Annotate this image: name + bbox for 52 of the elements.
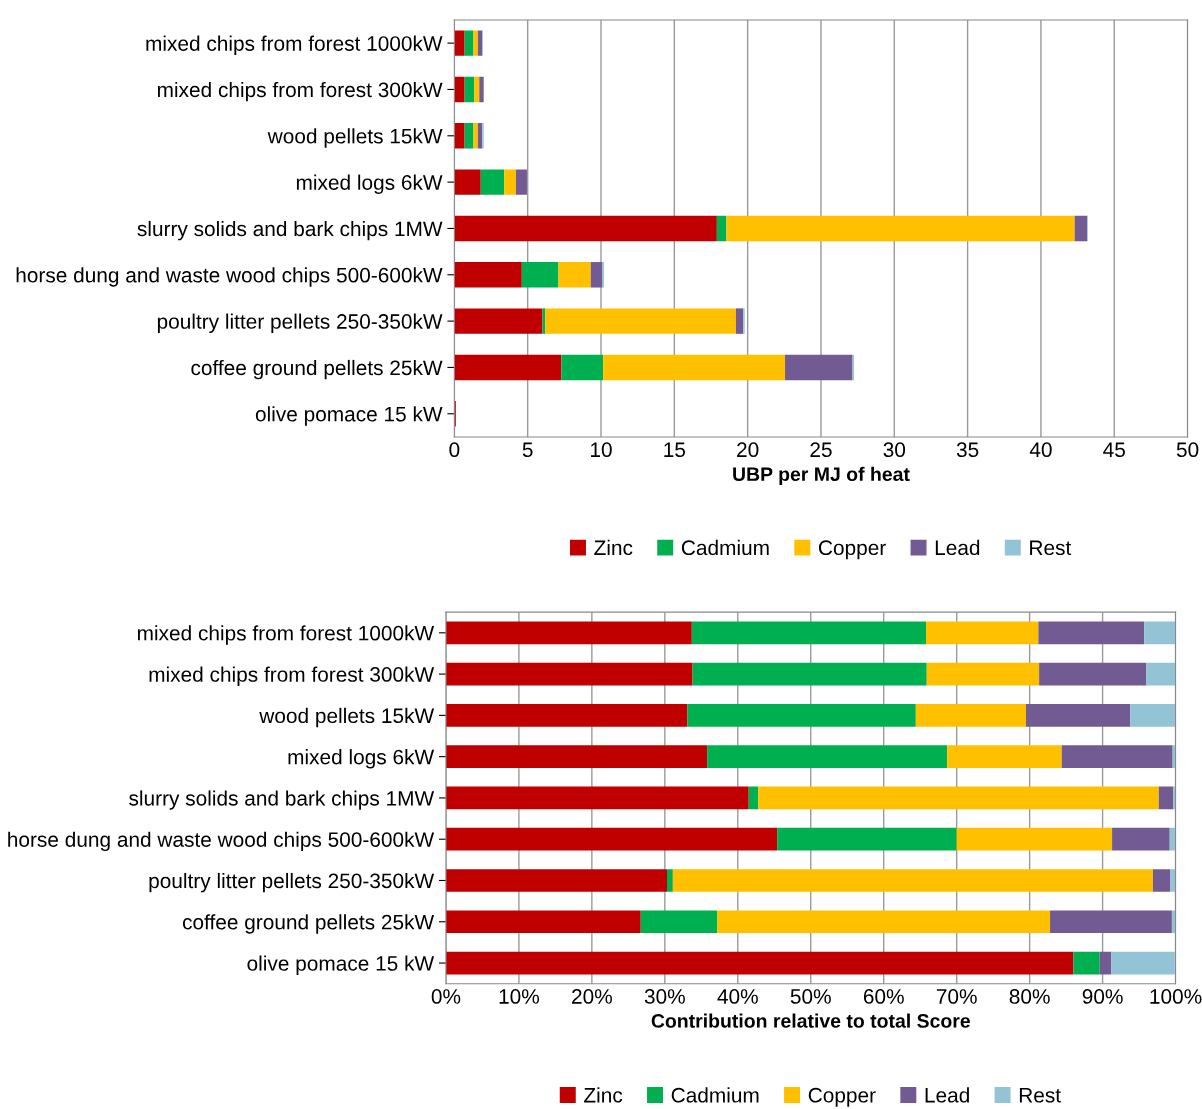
y-tick-label: coffee ground pellets 25kW: [182, 914, 435, 934]
x-axis-title: Contribution relative to total Score: [651, 1013, 970, 1028]
x-tick-label: 25: [810, 442, 832, 458]
y-tick-label: mixed chips from forest 1000kW: [137, 625, 435, 645]
x-tick-label: 30: [883, 442, 906, 458]
legend-label: Copper: [818, 540, 886, 560]
y-tick-label: slurry solids and bark chips 1MW: [129, 790, 435, 810]
x-tick-label: 100%: [1150, 989, 1202, 1004]
y-tick-label: mixed logs 6kW: [288, 749, 435, 769]
y-tick-label: poultry litter pellets 250-350kW: [157, 313, 443, 333]
y-tick-label: mixed chips from forest 1000kW: [146, 35, 443, 55]
y-tick-label: poultry litter pellets 250-350kW: [149, 872, 435, 893]
x-tick-label: 35: [956, 442, 979, 458]
y-tick-label: mixed logs 6kW: [296, 174, 443, 194]
x-tick-label: 45: [1103, 442, 1125, 458]
legend-label: Lead: [925, 1087, 969, 1103]
y-tick-label: mixed chips from forest 300kW: [149, 666, 435, 686]
x-tick-label: 90%: [1082, 989, 1123, 1004]
y-tick-label: horse dung and waste wood chips 500-600kW: [16, 267, 443, 287]
x-tick-label: 0: [449, 442, 460, 458]
x-tick-label: 60%: [863, 989, 904, 1004]
y-tick-label: olive pomace 15 kW: [255, 406, 443, 426]
y-tick-label: horse dung and waste wood chips 500-600kW: [8, 831, 435, 852]
legend-label: Zinc: [584, 1087, 623, 1103]
y-tick-label: mixed chips from forest 300kW: [157, 81, 443, 102]
x-tick-label: 20: [737, 442, 759, 458]
x-tick-label: 40: [1029, 442, 1052, 458]
x-tick-label: 0%: [431, 989, 461, 1004]
x-tick-label: 20%: [572, 989, 612, 1004]
legend-label: Cadmium: [671, 1087, 759, 1103]
legend-label: Zinc: [594, 539, 633, 556]
x-tick-label: 10%: [499, 989, 540, 1004]
x-tick-label: 30%: [644, 989, 685, 1004]
x-tick-label: 40%: [717, 989, 758, 1004]
x-tick-label: 80%: [1009, 989, 1050, 1004]
legend-label: Cadmium: [681, 539, 769, 556]
x-axis-title: UBP per MJ of heat: [733, 466, 910, 485]
x-tick-label: 15: [664, 442, 686, 458]
x-tick-label: 70%: [936, 989, 977, 1004]
y-tick-label: coffee ground pellets 25kW: [191, 359, 443, 380]
x-tick-label: 50%: [790, 989, 831, 1004]
legend-label: Rest: [1030, 540, 1072, 556]
legend-label: Rest: [1019, 1088, 1061, 1103]
x-tick-label: 10: [591, 442, 612, 458]
x-tick-label: 5: [522, 442, 533, 458]
y-tick-label: wood pellets 15kW: [259, 707, 435, 728]
y-tick-label: slurry solids and bark chips 1MW: [137, 220, 443, 241]
y-tick-label: olive pomace 15 kW: [247, 955, 435, 975]
y-tick-label: wood pellets 15kW: [267, 128, 443, 148]
x-tick-label: 50: [1176, 442, 1199, 458]
legend-label: Copper: [808, 1087, 876, 1107]
legend-label: Lead: [935, 539, 980, 556]
